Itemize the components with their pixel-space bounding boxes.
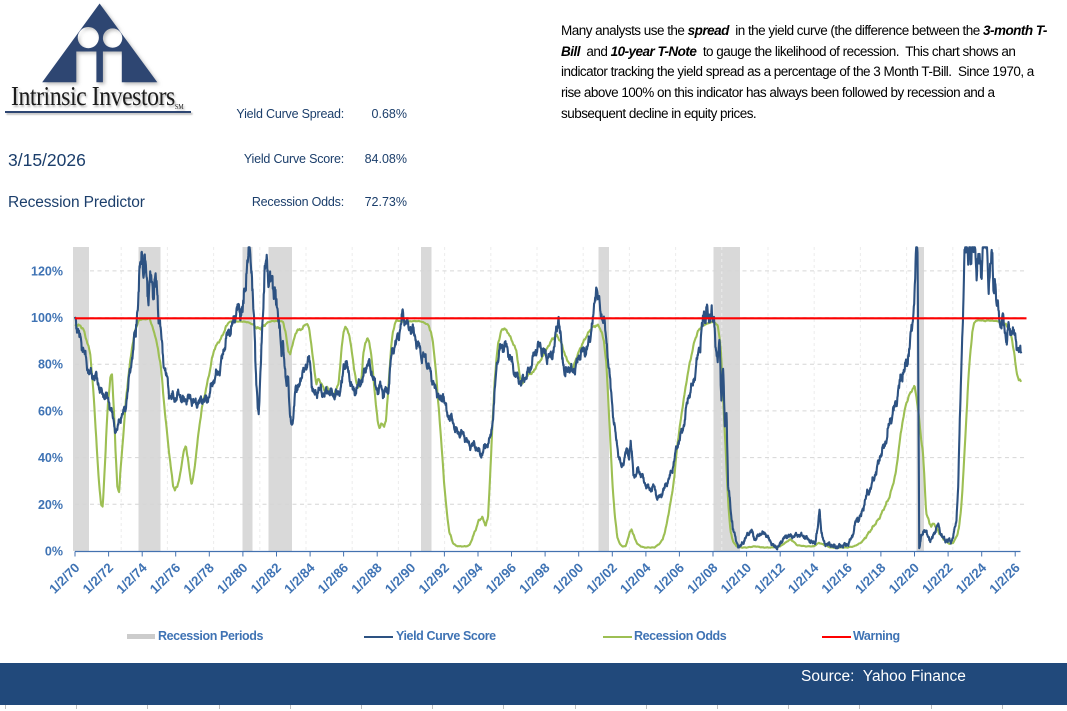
svg-text:1/2/08: 1/2/08	[684, 560, 721, 597]
svg-text:1/2/18: 1/2/18	[852, 560, 889, 597]
svg-text:1/2/82: 1/2/82	[248, 560, 285, 597]
svg-text:20%: 20%	[38, 498, 63, 512]
svg-text:1/2/96: 1/2/96	[483, 560, 520, 597]
svg-text:120%: 120%	[31, 264, 63, 278]
svg-text:1/2/84: 1/2/84	[281, 560, 318, 597]
svg-text:1/2/16: 1/2/16	[818, 560, 855, 597]
svg-text:1/2/24: 1/2/24	[953, 560, 990, 597]
svg-text:1/2/10: 1/2/10	[718, 560, 755, 597]
svg-text:80%: 80%	[38, 358, 63, 372]
svg-text:1/2/80: 1/2/80	[214, 560, 251, 597]
svg-text:1/2/72: 1/2/72	[80, 560, 117, 597]
svg-text:1/2/86: 1/2/86	[315, 560, 352, 597]
svg-text:1/2/06: 1/2/06	[650, 560, 687, 597]
svg-text:40%: 40%	[38, 451, 63, 465]
svg-text:1/2/14: 1/2/14	[785, 560, 822, 597]
svg-text:1/2/98: 1/2/98	[516, 560, 553, 597]
svg-text:1/2/04: 1/2/04	[617, 560, 654, 597]
svg-text:1/2/76: 1/2/76	[147, 560, 184, 597]
svg-text:1/2/92: 1/2/92	[415, 560, 452, 597]
svg-text:1/2/20: 1/2/20	[886, 560, 923, 597]
svg-text:100%: 100%	[31, 311, 63, 325]
svg-text:1/2/74: 1/2/74	[113, 560, 150, 597]
svg-text:1/2/90: 1/2/90	[382, 560, 419, 597]
svg-text:1/2/00: 1/2/00	[550, 560, 587, 597]
svg-text:1/2/88: 1/2/88	[348, 560, 385, 597]
svg-text:1/2/12: 1/2/12	[751, 560, 788, 597]
svg-text:1/2/70: 1/2/70	[46, 560, 83, 597]
svg-text:1/2/02: 1/2/02	[583, 560, 620, 597]
svg-text:60%: 60%	[38, 404, 63, 418]
svg-text:0%: 0%	[45, 545, 63, 559]
svg-text:1/2/94: 1/2/94	[449, 560, 486, 597]
svg-text:1/2/78: 1/2/78	[180, 560, 217, 597]
svg-text:1/2/22: 1/2/22	[919, 560, 956, 597]
svg-text:1/2/26: 1/2/26	[986, 560, 1023, 597]
